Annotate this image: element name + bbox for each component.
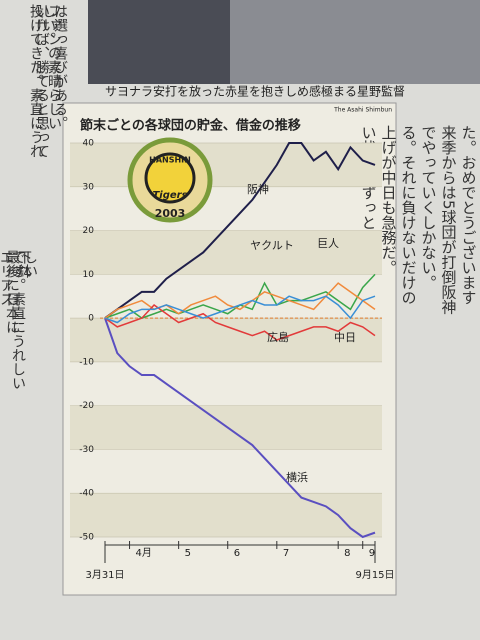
y-tick-label: -10	[79, 357, 94, 367]
y-tick-label: 40	[83, 139, 95, 149]
logo-year: 2003	[155, 207, 186, 220]
series-line	[104, 317, 376, 539]
y-tick-label: -30	[79, 445, 94, 455]
x-tick-label: 4月	[136, 547, 152, 559]
article-text: 上げが中日も急務だ。	[380, 125, 398, 275]
article-text: エリアス	[0, 250, 14, 306]
y-tick-label: 30	[83, 182, 95, 192]
logo: HANSHIN Tigers 2003	[127, 137, 213, 223]
series-label: 横浜	[286, 470, 308, 484]
band	[70, 405, 382, 450]
article-text: は選っ喜びがある。	[52, 4, 68, 130]
series-label: 阪神	[247, 182, 269, 196]
y-tick-label: 20	[83, 226, 95, 236]
series-label: 広島	[267, 330, 289, 344]
band	[70, 493, 382, 537]
y-tick-label: -50	[79, 533, 94, 543]
photo-light	[230, 0, 480, 84]
x-tick-label: 7	[283, 548, 289, 559]
y-tick-label: -20	[79, 401, 94, 411]
article-text: です。素直にうれしい	[10, 250, 26, 390]
article-text: 下鉢	[16, 250, 32, 278]
article-text: しい。	[40, 4, 56, 46]
logo-name: Tigers	[152, 190, 187, 201]
article-text: 来季からは5球団が打倒阪神	[440, 125, 458, 315]
chart-title: 節末ごとの各球団の貯金、借金の推移	[80, 118, 301, 134]
y-tick-label: 0	[88, 314, 94, 324]
y-tick-label: -40	[79, 489, 94, 499]
x-tick-label: 6	[234, 548, 240, 559]
series-label: 巨人	[317, 237, 339, 250]
series-label: ヤクルト	[250, 239, 294, 252]
x-tick-label: 9月15日	[355, 569, 394, 581]
x-tick-label: 3月31日	[85, 569, 124, 581]
x-tick-label: 8	[344, 548, 350, 559]
article-text: 投げてきた。素直にうれ	[28, 4, 44, 158]
article-text: ファンの素晴らしい	[46, 4, 62, 130]
y-tick-label: 10	[83, 270, 95, 280]
x-tick-label: 9	[369, 548, 375, 559]
band	[70, 143, 382, 187]
article-text: しい	[22, 250, 38, 278]
series-label: 中日	[334, 331, 356, 344]
article-text: でやっていくしかない。	[420, 125, 438, 290]
series-line	[104, 142, 376, 319]
logo-top: HANSHIN	[149, 156, 191, 165]
credit: The Asahi Shimbun	[333, 107, 392, 114]
article-text: いけば、勝てると思って	[34, 4, 50, 158]
photo-caption: サヨナラ安打を放った赤星を抱きしめ感極まる星野監督	[105, 84, 405, 99]
article-text: る。それに負けないだけの	[400, 125, 418, 305]
article-text: 最後に日本に	[4, 250, 20, 334]
series-line	[104, 295, 376, 324]
series-line	[104, 282, 376, 319]
article-text: た。おめでとうございます	[460, 125, 478, 305]
band	[70, 230, 382, 275]
logo-badge	[144, 152, 196, 204]
x-tick-label: 5	[185, 548, 191, 559]
